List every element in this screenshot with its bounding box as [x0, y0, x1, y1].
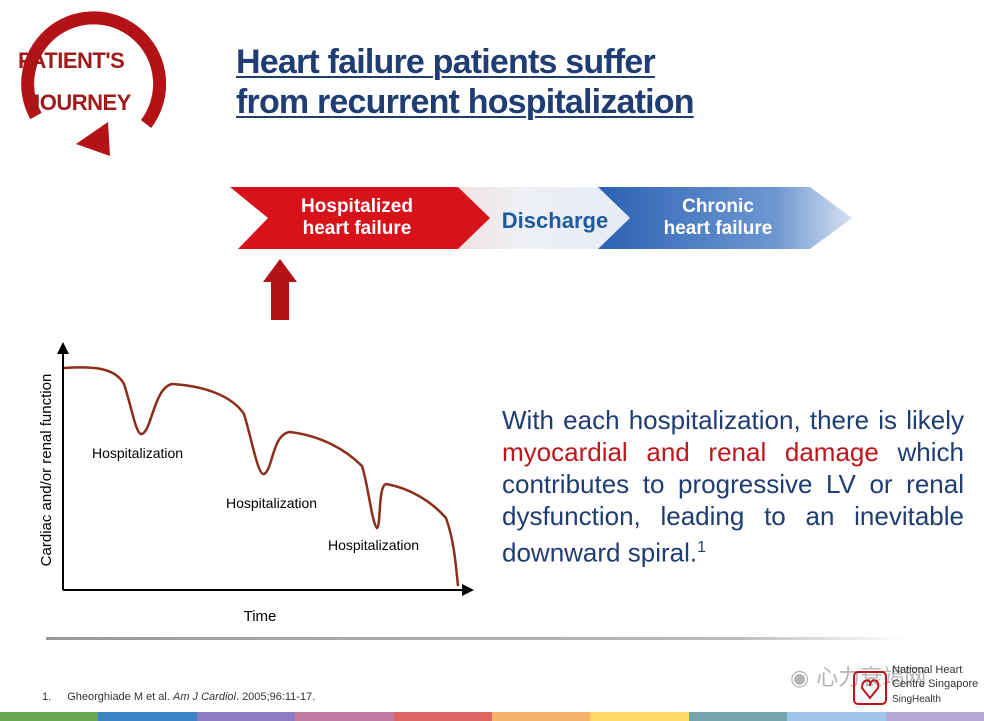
x-axis-arrow: [462, 584, 474, 596]
page-title: Heart failure patients suffer from recur…: [236, 42, 695, 122]
bottom-bar-segment: [393, 712, 493, 721]
accent-text: myocardial and renal damage: [502, 437, 879, 467]
wechat-icon: ◉: [790, 666, 810, 691]
bottom-bar-segment: [98, 712, 197, 721]
bottom-bar-segment: [787, 712, 886, 721]
separator-line: [46, 637, 906, 640]
org-line-2: Centre Singapore: [892, 678, 979, 690]
patients-journey-logo: [6, 6, 167, 156]
nhcs-logo-icon: [853, 671, 887, 705]
step-chronic-label: Chronic heart failure: [663, 196, 773, 239]
circular-arrow-icon: [21, 11, 167, 156]
function-curve: [63, 366, 460, 587]
annotation-hospitalization-1: Hospitalization: [92, 445, 183, 461]
org-line-3: SingHealth: [892, 694, 941, 705]
footnote-ref: 1: [697, 539, 706, 556]
bottom-bar-segment: [688, 712, 788, 721]
bottom-bar-segment: [885, 712, 984, 721]
org-line-1: National Heart: [892, 664, 963, 676]
body-paragraph: With each hospitalization, there is like…: [502, 405, 964, 568]
title-line-2: from recurrent hospitalization: [236, 83, 695, 121]
step-discharge-label: Discharge: [501, 208, 609, 233]
logo-line-1: PATIENT'S: [18, 48, 125, 73]
bottom-bar-segment: [590, 712, 689, 721]
bottom-bar-segment: [492, 712, 591, 721]
logo-line-2: JOURNEY: [28, 90, 131, 115]
step-hospitalized-label: Hospitalized heart failure: [301, 196, 413, 239]
x-axis-label: Time: [244, 608, 277, 625]
annotation-hospitalization-2: Hospitalization: [226, 495, 317, 511]
bottom-bar-segment: [295, 712, 394, 721]
y-axis-label: Cardiac and/or renal function: [38, 374, 55, 567]
bottom-bar-segment: [0, 712, 99, 721]
watermark: ◉ 心力衰竭网: [790, 666, 927, 691]
y-axis-arrow: [57, 342, 69, 354]
bottom-color-bar: [0, 712, 984, 721]
annotation-hospitalization-3: Hospitalization: [328, 537, 419, 553]
title-line-1: Heart failure patients suffer: [236, 43, 656, 81]
bottom-bar-segment: [196, 712, 296, 721]
reference-footnote: 1. Gheorghiade M et al. Am J Cardiol. 200…: [42, 691, 316, 703]
